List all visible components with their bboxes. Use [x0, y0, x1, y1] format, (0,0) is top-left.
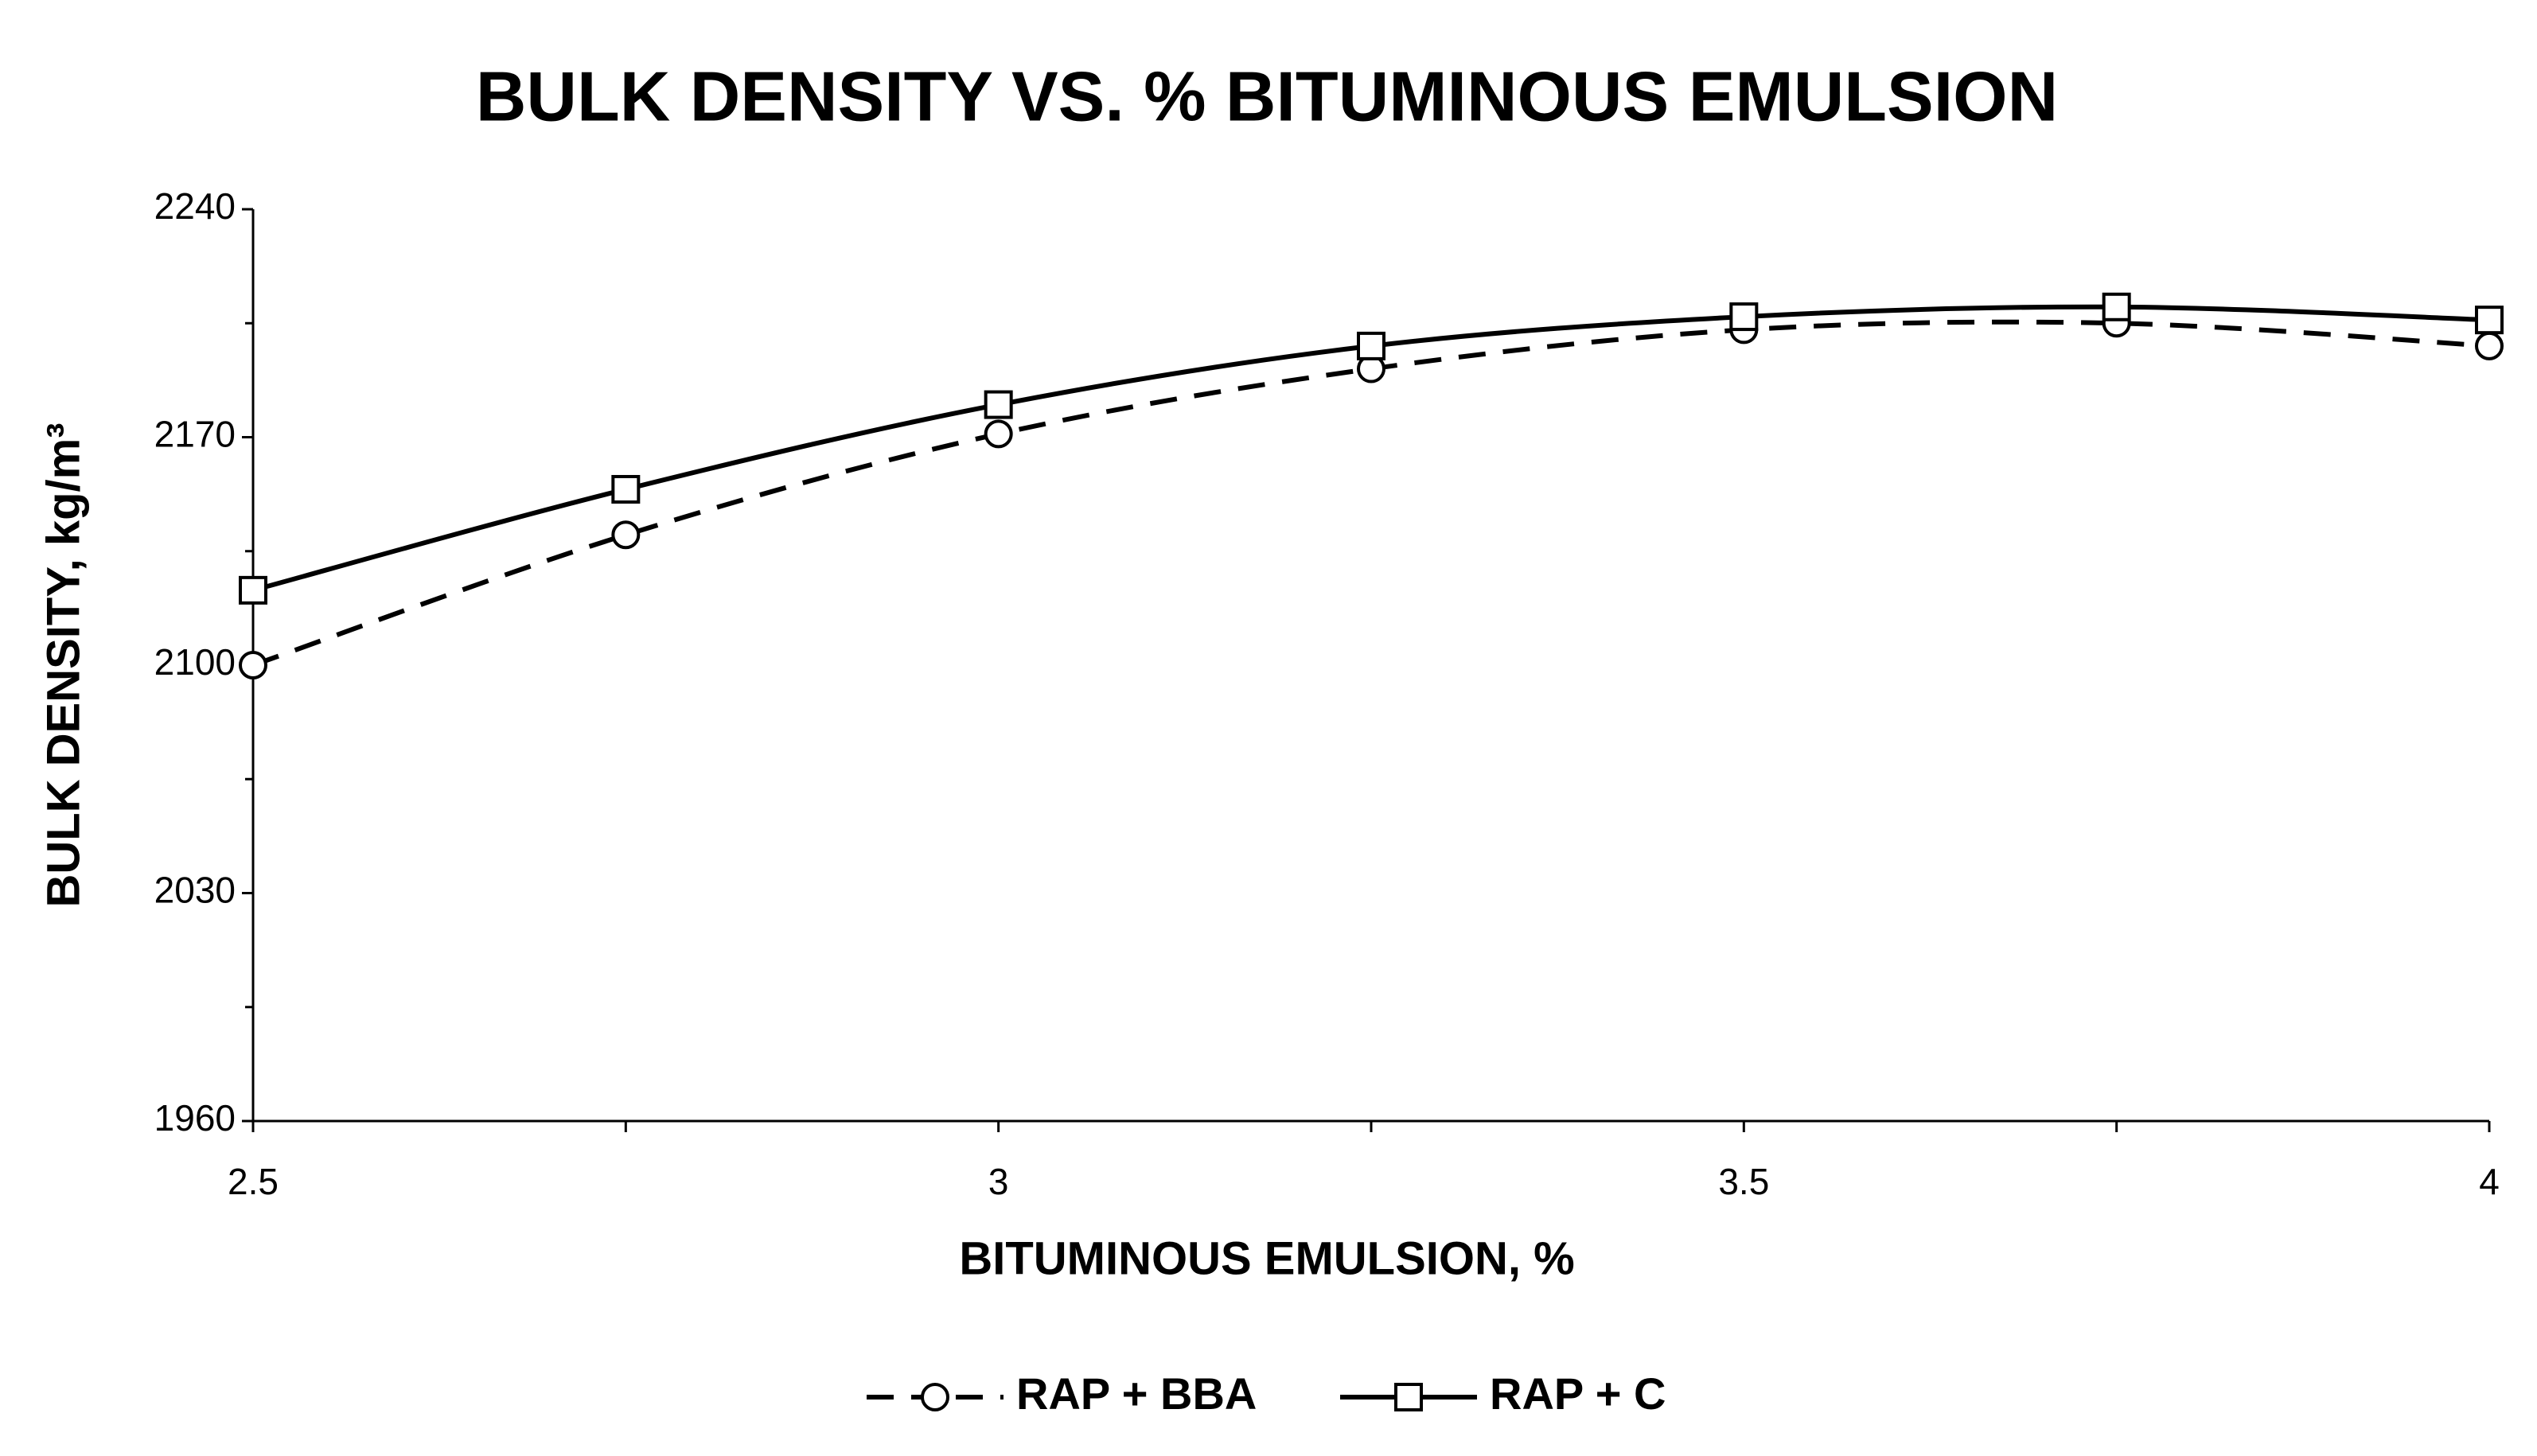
point-marker — [239, 575, 267, 605]
x-tick-label: 4 — [2479, 1161, 2500, 1202]
chart-title: BULK DENSITY VS. % BITUMINOUS EMULSION — [476, 56, 2058, 135]
legend-label: RAP + BBA — [1016, 1368, 1257, 1419]
y-axis-title: BULK DENSITY, kg/m³ — [37, 422, 89, 907]
y-tick-label: 2170 — [154, 414, 236, 455]
point-marker — [1357, 331, 1385, 360]
x-axis-title: BITUMINOUS EMULSION, % — [959, 1232, 1574, 1284]
point-marker — [984, 390, 1013, 419]
legend-label: RAP + C — [1490, 1368, 1666, 1419]
y-tick-label: 1960 — [154, 1097, 236, 1139]
point-marker — [984, 419, 1013, 449]
y-tick-label: 2100 — [154, 641, 236, 683]
point-marker — [1729, 302, 1759, 332]
y-tick-label: 2030 — [154, 870, 236, 911]
x-tick-label: 3 — [988, 1161, 1009, 1202]
point-marker — [611, 474, 641, 504]
y-tick-label: 2240 — [154, 185, 236, 227]
point-marker — [2475, 331, 2504, 360]
point-marker — [921, 1383, 949, 1411]
point-marker — [2102, 292, 2131, 321]
point-marker — [611, 520, 641, 550]
point-marker — [2475, 306, 2504, 335]
x-tick-label: 3.5 — [1718, 1161, 1769, 1202]
point-marker — [239, 651, 267, 679]
x-tick-label: 2.5 — [228, 1161, 279, 1202]
point-marker — [1394, 1383, 1423, 1411]
